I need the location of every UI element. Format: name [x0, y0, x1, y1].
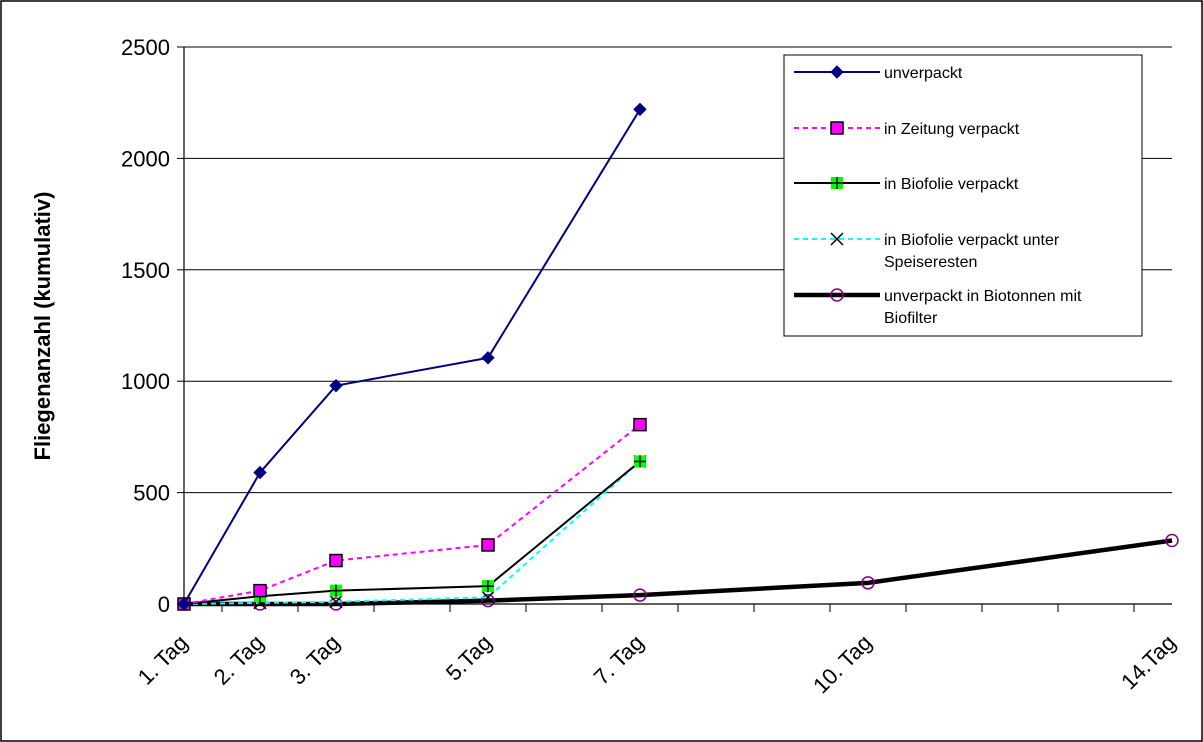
legend-marker: [830, 65, 844, 79]
data-point: [329, 553, 343, 568]
data-point: [482, 580, 494, 593]
data-point: [633, 102, 647, 117]
legend-label-line: in Biofolie verpackt unter: [884, 232, 1060, 249]
legend-label: unverpackt: [884, 65, 963, 82]
y-tick-label: 2500: [121, 35, 170, 60]
series-line: [184, 538, 1173, 607]
legend-label-line: unverpackt in Biotonnen mit: [884, 288, 1082, 305]
legend-marker: [831, 177, 843, 189]
data-point: [481, 590, 495, 604]
legend-entry-0: unverpackt: [794, 65, 963, 82]
gridlines: [184, 46, 1172, 494]
legend-marker: [830, 288, 844, 302]
data-point: [861, 576, 875, 590]
legend-entry-4: unverpackt in Biotonnen mit Biofilter: [794, 288, 1082, 327]
data-point: [329, 597, 343, 611]
legend-entry-3: in Biofolie verpackt unter Speiseresten: [794, 232, 1060, 271]
data-point: [329, 378, 343, 393]
legend-label: in Biofolie verpackt: [884, 176, 1019, 193]
data-point: [329, 595, 343, 609]
data-point: [1165, 533, 1179, 548]
series-0: [177, 102, 647, 611]
data-point: [481, 351, 495, 365]
marker-stroke: [329, 595, 343, 609]
data-point: [633, 588, 647, 602]
legend-label: in Zeitung verpackt: [884, 121, 1020, 138]
data-point: [633, 417, 647, 432]
legend-label-line: Biofilter: [884, 310, 938, 327]
data-point: [177, 597, 191, 611]
legend-label: in Biofolie verpackt unter Speiseresten: [884, 232, 1060, 271]
y-tick-label: 500: [133, 481, 170, 506]
y-axis-title: Fliegenanzahl (kumulativ): [30, 192, 55, 461]
y-tick-label: 1500: [121, 258, 170, 283]
marker-stroke: [481, 590, 495, 604]
y-tick-label: 2000: [121, 146, 170, 171]
series-line: [183, 460, 641, 605]
legend-marker: [830, 232, 844, 246]
legend-box: [783, 54, 1143, 337]
data-point: [634, 455, 646, 468]
data-point: [481, 593, 495, 608]
data-point: [253, 465, 267, 480]
marker-stroke: [830, 232, 844, 246]
legend-entry-2: in Biofolie verpackt: [794, 176, 1019, 193]
legend-marker: [830, 121, 844, 135]
y-tick-label: 1000: [121, 369, 170, 394]
series-layer: [177, 102, 1179, 611]
data-point: [481, 538, 495, 552]
y-tick-label: 0: [158, 592, 170, 617]
data-point: [253, 583, 267, 598]
data-point: [330, 584, 342, 597]
legend-entry-1: in Zeitung verpackt: [794, 121, 1020, 138]
legend-label: unverpackt in Biotonnen mit Biofilter: [884, 288, 1082, 327]
legend: unverpackt in Zeitung verpackt in Biofolie…: [783, 54, 1143, 337]
legend-label-line: Speiseresten: [884, 254, 977, 271]
